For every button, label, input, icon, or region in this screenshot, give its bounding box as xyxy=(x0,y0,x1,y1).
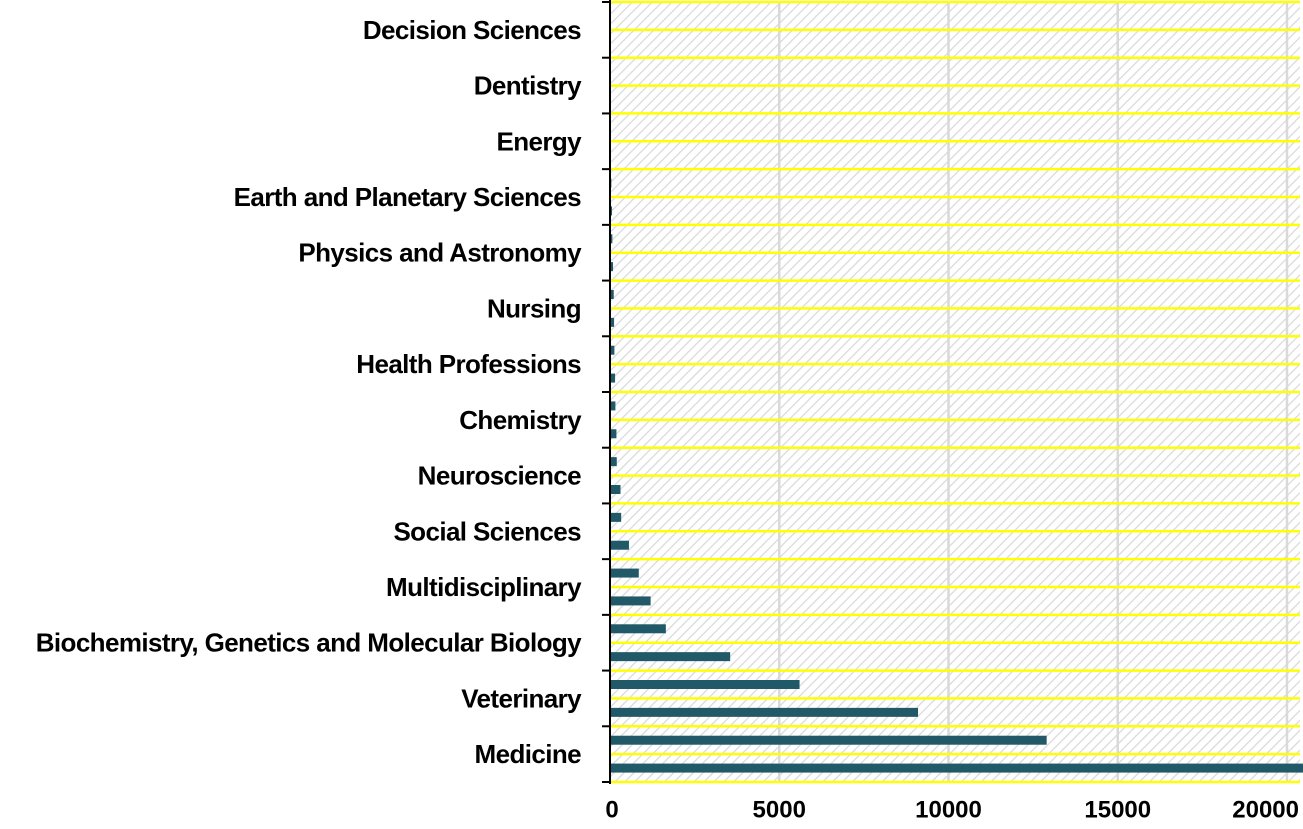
bar xyxy=(610,652,731,662)
category-label: Health Professions xyxy=(356,349,581,379)
bar xyxy=(610,457,617,467)
bar xyxy=(610,429,617,439)
category-label: Nursing xyxy=(487,293,581,323)
bar xyxy=(610,512,622,522)
category-label: Dentistry xyxy=(474,71,582,101)
bars xyxy=(610,11,1303,773)
bar xyxy=(610,345,615,355)
category-label: Multidisciplinary xyxy=(386,572,582,602)
x-tick-label: 20000 xyxy=(1232,797,1299,824)
bar xyxy=(610,596,651,606)
bar xyxy=(610,624,666,634)
bar xyxy=(610,373,616,383)
bar xyxy=(610,540,629,550)
category-labels: Medicine Veterinary Biochemistry, Genetics… xyxy=(36,15,583,769)
x-tick-label: 5000 xyxy=(753,797,806,824)
bar xyxy=(610,707,919,717)
category-label: Social Sciences xyxy=(393,516,581,546)
category-label: Veterinary xyxy=(461,683,582,713)
category-label: Energy xyxy=(496,126,582,156)
bar xyxy=(610,568,639,578)
bar xyxy=(610,485,621,494)
bar xyxy=(610,401,616,411)
category-label: Medicine xyxy=(475,739,582,769)
x-tick-label: 0 xyxy=(605,797,618,824)
bar xyxy=(610,763,1303,773)
bar xyxy=(610,206,613,216)
category-label: Biochemistry, Genetics and Molecular Bio… xyxy=(36,628,582,658)
bar xyxy=(610,735,1047,745)
bar xyxy=(610,680,800,689)
category-label: Decision Sciences xyxy=(363,15,581,45)
category-label: Neuroscience xyxy=(418,461,581,491)
category-label: Earth and Planetary Sciences xyxy=(234,182,582,212)
value-axis-labels: 0 5000 10000 15000 20000 xyxy=(605,797,1299,824)
x-tick-label: 15000 xyxy=(1084,797,1151,824)
bar xyxy=(610,234,613,244)
bar xyxy=(610,317,615,327)
x-tick-label: 10000 xyxy=(915,797,982,824)
y-axis xyxy=(602,0,611,784)
bar xyxy=(610,262,614,272)
bar xyxy=(610,290,614,299)
category-label: Physics and Astronomy xyxy=(298,238,582,268)
category-label: Chemistry xyxy=(459,405,582,435)
gridlines xyxy=(610,0,1300,784)
